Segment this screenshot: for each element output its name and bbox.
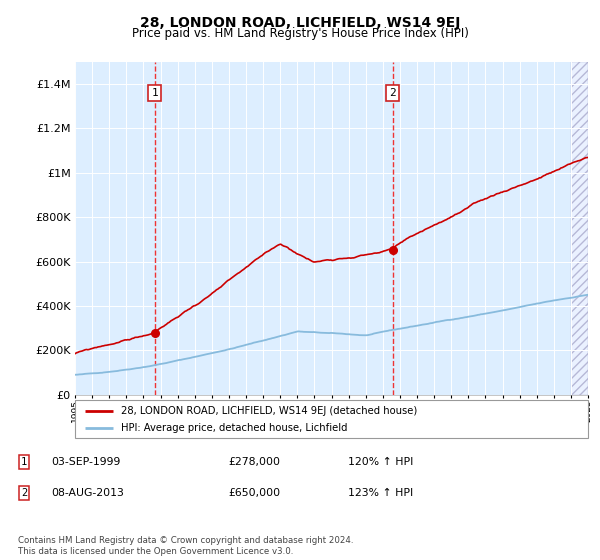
Text: 08-AUG-2013: 08-AUG-2013 [51, 488, 124, 498]
Text: Contains HM Land Registry data © Crown copyright and database right 2024.
This d: Contains HM Land Registry data © Crown c… [18, 536, 353, 556]
Text: £278,000: £278,000 [228, 457, 280, 467]
Text: 123% ↑ HPI: 123% ↑ HPI [348, 488, 413, 498]
Text: 1: 1 [151, 88, 158, 97]
Bar [571, 62, 588, 395]
Text: HPI: Average price, detached house, Lichfield: HPI: Average price, detached house, Lich… [121, 423, 347, 433]
Text: 2: 2 [21, 488, 27, 498]
Text: 28, LONDON ROAD, LICHFIELD, WS14 9EJ: 28, LONDON ROAD, LICHFIELD, WS14 9EJ [140, 16, 460, 30]
Text: £650,000: £650,000 [228, 488, 280, 498]
Text: 03-SEP-1999: 03-SEP-1999 [51, 457, 121, 467]
Text: 28, LONDON ROAD, LICHFIELD, WS14 9EJ (detached house): 28, LONDON ROAD, LICHFIELD, WS14 9EJ (de… [121, 405, 418, 416]
Text: 1: 1 [21, 457, 27, 467]
Text: Price paid vs. HM Land Registry's House Price Index (HPI): Price paid vs. HM Land Registry's House … [131, 27, 469, 40]
Text: 2: 2 [389, 88, 396, 97]
Text: 120% ↑ HPI: 120% ↑ HPI [348, 457, 413, 467]
